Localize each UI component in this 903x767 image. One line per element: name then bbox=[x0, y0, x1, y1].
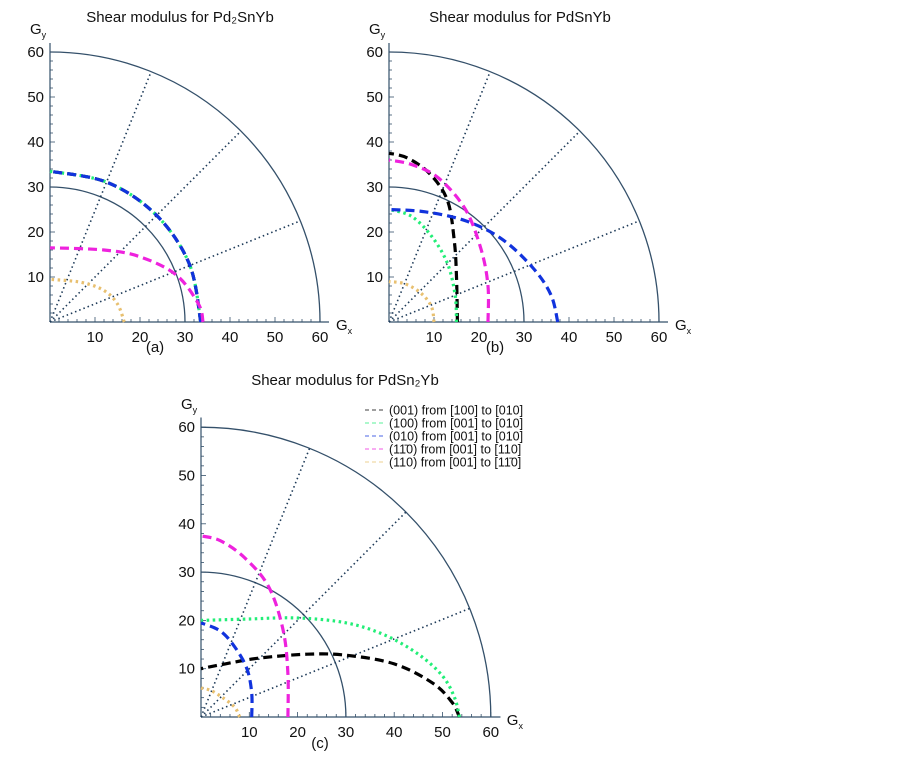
series-line-2 bbox=[200, 621, 254, 718]
reference-ray bbox=[388, 130, 581, 323]
x-axis-label-sub: x bbox=[348, 326, 353, 336]
y-axis-label-sub: y bbox=[193, 405, 198, 415]
x-tick-label: 10 bbox=[87, 329, 104, 346]
y-tick-label: 60 bbox=[27, 44, 44, 61]
legend-label: (11̄0) from [001] to [110] bbox=[389, 443, 521, 457]
y-tick-label: 50 bbox=[27, 89, 44, 106]
x-tick-label: 30 bbox=[177, 329, 194, 346]
reference-ray bbox=[388, 220, 640, 323]
chart-title: Shear modulus for PdSnYb bbox=[429, 9, 611, 26]
reference-ray bbox=[388, 71, 491, 323]
y-axis-label-sub: y bbox=[42, 30, 47, 40]
panel-caption: (b) bbox=[486, 339, 504, 356]
x-tick-label: 60 bbox=[651, 329, 668, 346]
y-axis-label: Gy bbox=[181, 396, 198, 415]
y-axis-label: Gy bbox=[30, 21, 47, 40]
y-tick-label: 60 bbox=[366, 44, 383, 61]
reference-arc bbox=[49, 51, 321, 323]
x-axis-label-sub: x bbox=[687, 326, 692, 336]
y-tick-label: 40 bbox=[27, 134, 44, 151]
reference-arc bbox=[200, 426, 492, 718]
chart-panel-a: Shear modulus for Pd₂SnYb (a) 10 10 20 20 30 30… bbox=[27, 9, 352, 356]
x-axis-label: Gx bbox=[675, 317, 692, 336]
reference-ray bbox=[49, 130, 242, 323]
chart-panel-c: Shear modulus for PdSn₂Yb (c) 10 10 20 20 30 30… bbox=[178, 372, 523, 752]
x-tick-label: 40 bbox=[561, 329, 578, 346]
y-tick-label: 20 bbox=[178, 612, 195, 629]
legend-label: (100) from [001] to [010] bbox=[389, 417, 523, 431]
y-axis-label: Gy bbox=[369, 21, 386, 40]
series-line-3 bbox=[200, 534, 290, 718]
x-tick-label: 20 bbox=[132, 329, 149, 346]
x-tick-label: 50 bbox=[606, 329, 623, 346]
y-tick-label: 40 bbox=[366, 134, 383, 151]
x-tick-label: 10 bbox=[241, 724, 258, 741]
series-line-1 bbox=[388, 207, 459, 323]
chart-title: Shear modulus for Pd₂SnYb bbox=[86, 9, 274, 26]
x-axis-label: Gx bbox=[507, 712, 524, 731]
x-tick-label: 50 bbox=[267, 329, 284, 346]
y-tick-label: 50 bbox=[366, 89, 383, 106]
y-tick-label: 20 bbox=[366, 224, 383, 241]
y-tick-label: 10 bbox=[366, 269, 383, 286]
reference-ray bbox=[49, 220, 301, 323]
series-line-2 bbox=[49, 169, 203, 323]
y-tick-label: 20 bbox=[27, 224, 44, 241]
reference-ray bbox=[200, 511, 407, 718]
reference-ray bbox=[200, 607, 470, 718]
x-axis-label-sub: x bbox=[518, 721, 523, 731]
panel-caption: (a) bbox=[146, 339, 164, 356]
series-line-3 bbox=[388, 158, 491, 323]
series-line-2 bbox=[388, 207, 560, 323]
x-tick-label: 40 bbox=[386, 724, 403, 741]
y-axis-label-sub: y bbox=[381, 30, 386, 40]
series-line-0 bbox=[388, 151, 459, 323]
series-line-0 bbox=[200, 652, 461, 718]
reference-ray bbox=[200, 448, 311, 718]
reference-arc bbox=[200, 571, 347, 718]
x-tick-label: 30 bbox=[338, 724, 355, 741]
series-line-1 bbox=[200, 616, 461, 718]
x-tick-label: 10 bbox=[426, 329, 443, 346]
x-tick-label: 60 bbox=[312, 329, 329, 346]
series-line-4 bbox=[200, 686, 242, 718]
y-tick-label: 30 bbox=[366, 179, 383, 196]
y-tick-label: 50 bbox=[178, 468, 195, 485]
reference-ray bbox=[49, 71, 152, 323]
y-tick-label: 30 bbox=[27, 179, 44, 196]
chart-panel-b: Shear modulus for PdSnYb (b) 10 10 20 20 30 30 4… bbox=[366, 9, 691, 356]
series-line-4 bbox=[49, 277, 126, 323]
reference-arc bbox=[388, 51, 660, 323]
legend-label: (110) from [001] to [11̄0] bbox=[389, 456, 521, 470]
legend-label: (001) from [100] to [010] bbox=[389, 404, 523, 418]
series-line-3 bbox=[49, 246, 205, 323]
x-tick-label: 30 bbox=[516, 329, 533, 346]
chart-title: Shear modulus for PdSn₂Yb bbox=[251, 372, 439, 389]
y-tick-label: 30 bbox=[178, 564, 195, 581]
x-tick-label: 40 bbox=[222, 329, 239, 346]
x-tick-label: 60 bbox=[482, 724, 499, 741]
x-tick-label: 20 bbox=[471, 329, 488, 346]
y-tick-label: 10 bbox=[27, 269, 44, 286]
legend: (001) from [100] to [010](100) from [001… bbox=[365, 404, 523, 470]
legend-label: (010) from [001] to [010] bbox=[389, 430, 523, 444]
x-tick-label: 20 bbox=[289, 724, 306, 741]
y-tick-label: 60 bbox=[178, 419, 195, 436]
x-tick-label: 50 bbox=[434, 724, 451, 741]
y-tick-label: 40 bbox=[178, 516, 195, 533]
x-axis-label: Gx bbox=[336, 317, 353, 336]
panel-caption: (c) bbox=[311, 735, 329, 752]
y-tick-label: 10 bbox=[178, 661, 195, 678]
